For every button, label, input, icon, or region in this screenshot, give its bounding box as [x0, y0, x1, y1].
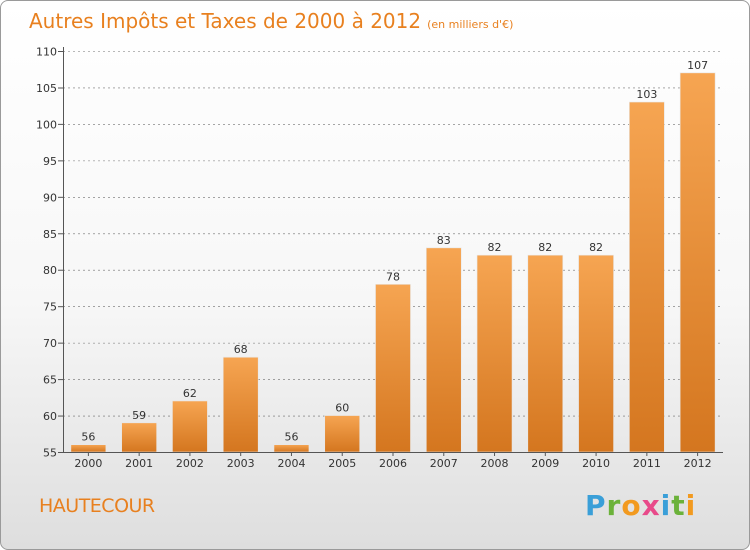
x-tick-label: 2006 [379, 457, 407, 470]
bar-value-label: 82 [488, 241, 502, 254]
logo-letter: x [641, 489, 661, 522]
y-tick-label: 90 [43, 191, 57, 204]
y-tick-label: 110 [36, 46, 57, 59]
bar [679, 72, 716, 453]
y-tick-label: 85 [43, 228, 57, 241]
bar-value-label: 62 [183, 387, 197, 400]
bar-value-label: 59 [132, 409, 146, 422]
x-tick-label: 2010 [582, 457, 610, 470]
x-tick-label: 2011 [633, 457, 661, 470]
x-tick-label: 2005 [328, 457, 356, 470]
bar [375, 284, 411, 453]
y-tick-label: 100 [36, 118, 57, 131]
logo-letter: P [585, 489, 607, 522]
commune-name: HAUTECOUR [39, 495, 155, 517]
y-tick-label: 95 [43, 155, 57, 168]
bar-value-label: 83 [437, 234, 451, 247]
y-tick-label: 70 [43, 337, 57, 350]
bar [324, 415, 361, 453]
bar [273, 444, 310, 453]
x-tick-label: 2002 [176, 457, 204, 470]
logo-letter: r [606, 489, 622, 522]
bar-value-label: 82 [589, 241, 603, 254]
bar-value-label: 56 [81, 431, 95, 444]
x-tick-label: 2004 [277, 457, 305, 470]
y-tick-label: 55 [43, 447, 57, 460]
bar-value-label: 103 [636, 88, 657, 101]
bar [527, 254, 564, 453]
chart-unit: (en milliers d'€) [427, 18, 514, 31]
y-tick-label: 80 [43, 264, 57, 277]
x-tick-label: 2003 [227, 457, 255, 470]
bar [578, 254, 614, 453]
x-tick-label: 2007 [430, 457, 458, 470]
logo-letter: t [671, 489, 686, 522]
bar [629, 101, 665, 453]
chart-title-text: Autres Impôts et Taxes de 2000 à 2012 [29, 9, 422, 33]
bar [222, 356, 259, 453]
logo-letter: o [621, 489, 642, 522]
bar-value-label: 107 [687, 59, 708, 72]
bar-value-label: 56 [284, 431, 298, 444]
x-tick-label: 2012 [684, 457, 712, 470]
bar [121, 422, 157, 453]
proxiti-logo: Proxiti [585, 489, 696, 522]
x-tick-label: 2001 [125, 457, 153, 470]
bar-value-label: 68 [234, 343, 248, 356]
bar [476, 254, 513, 453]
x-tick-label: 2008 [481, 457, 509, 470]
y-tick-label: 60 [43, 410, 57, 423]
bar [70, 444, 107, 453]
bar [425, 247, 462, 453]
logo-letter: i [660, 489, 672, 522]
x-tick-label: 2000 [74, 457, 102, 470]
bar-value-label: 78 [386, 270, 400, 283]
y-tick-label: 65 [43, 374, 57, 387]
x-tick-label: 2009 [531, 457, 559, 470]
y-tick-label: 105 [36, 82, 57, 95]
logo-letter: i [685, 489, 697, 522]
bar-value-label: 82 [538, 241, 552, 254]
y-tick-label: 75 [43, 301, 57, 314]
bar-value-label: 60 [335, 402, 349, 415]
bar [172, 400, 208, 453]
chart-title: Autres Impôts et Taxes de 2000 à 2012 (en… [29, 9, 513, 33]
